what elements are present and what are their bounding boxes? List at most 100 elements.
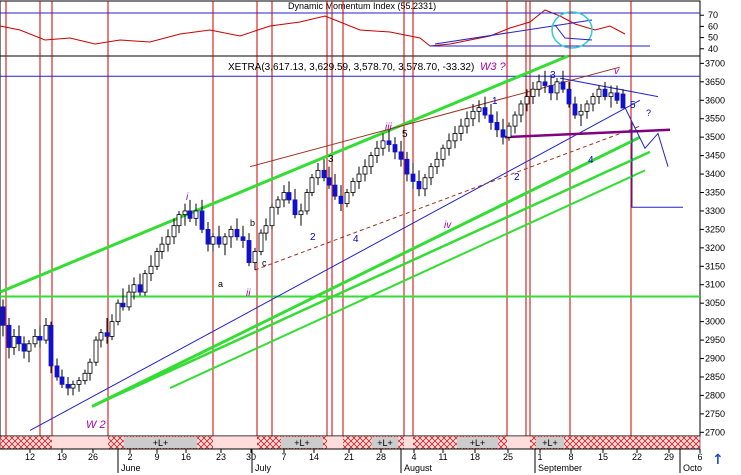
candle-body bbox=[350, 181, 356, 193]
candle-body bbox=[109, 321, 115, 337]
candle-body bbox=[344, 192, 350, 204]
top-trendline bbox=[559, 77, 659, 98]
candle-body bbox=[530, 88, 536, 97]
candle-body bbox=[440, 147, 446, 160]
projection-zigzag bbox=[624, 107, 669, 167]
wave-label: W3 ? bbox=[480, 61, 507, 73]
candle-body bbox=[298, 210, 304, 216]
month-label: July bbox=[255, 463, 272, 473]
candle-body bbox=[506, 125, 512, 138]
candle-body bbox=[422, 177, 428, 190]
candle-body bbox=[404, 158, 410, 175]
candle-body bbox=[428, 166, 434, 179]
x-tick-label: 21 bbox=[344, 452, 354, 462]
candle-body bbox=[115, 302, 121, 323]
band-label: +L+ bbox=[294, 438, 310, 448]
candle-body bbox=[187, 210, 193, 219]
candle-body bbox=[131, 284, 137, 293]
candle-body bbox=[500, 129, 506, 138]
candle-body bbox=[48, 324, 54, 367]
band-hatched bbox=[0, 436, 52, 449]
candle-body bbox=[37, 335, 43, 341]
price-tick-label: 2900 bbox=[705, 354, 725, 364]
candle-body bbox=[210, 236, 216, 245]
candle-body bbox=[304, 192, 310, 212]
price-tick-label: 3300 bbox=[705, 206, 725, 216]
candle-body bbox=[11, 335, 17, 348]
candle-body bbox=[176, 214, 182, 227]
candle-body bbox=[542, 81, 548, 86]
band-label-bg bbox=[456, 437, 499, 448]
channel-lower-2 bbox=[95, 150, 651, 406]
candle-body bbox=[416, 181, 422, 190]
candle-body bbox=[470, 110, 476, 120]
price-tick-label: 3050 bbox=[705, 298, 725, 308]
dashed-support bbox=[254, 125, 641, 271]
wave-label: 4 bbox=[588, 155, 594, 166]
month-label: September bbox=[538, 463, 582, 473]
channel-upper bbox=[0, 54, 569, 294]
candle-body bbox=[148, 265, 154, 275]
candle-body bbox=[142, 273, 148, 293]
candle-body bbox=[494, 122, 500, 131]
wave-label: 5 bbox=[630, 100, 636, 111]
candle-body bbox=[554, 81, 560, 94]
candle-body bbox=[234, 228, 240, 238]
candle-body bbox=[93, 339, 99, 363]
wave-label: 2 bbox=[514, 172, 520, 183]
x-tick-label: 15 bbox=[598, 452, 608, 462]
candle-body bbox=[315, 169, 321, 179]
period-bands: +L+ +L+ +L+ +L+ +L+ bbox=[0, 435, 701, 450]
indicator-tick-label: 60 bbox=[708, 21, 718, 31]
x-tick-label: 26 bbox=[88, 452, 98, 462]
band-label: +L+ bbox=[377, 438, 393, 448]
x-tick-label: 25 bbox=[503, 452, 513, 462]
candle-body bbox=[0, 306, 6, 326]
candle-body bbox=[590, 96, 596, 105]
trend-lines bbox=[0, 54, 683, 431]
candle-body bbox=[488, 114, 494, 123]
candle-body bbox=[362, 166, 368, 175]
candle-body bbox=[281, 192, 287, 201]
band-label-bg bbox=[371, 437, 399, 448]
candle-body bbox=[252, 251, 258, 264]
price-tick-label: 3450 bbox=[705, 151, 725, 161]
month-label: August bbox=[404, 463, 433, 473]
candle-body bbox=[332, 184, 338, 197]
candle-body bbox=[614, 92, 620, 101]
time-axis: 12 19 26 2 9 16 23 30 7 14 21 28 4 11 18 25 1 8 15 22 29 6Jun… bbox=[0, 448, 703, 473]
x-tick-label: 7 bbox=[281, 452, 286, 462]
candle-body bbox=[32, 335, 38, 345]
price-tick-label: 3150 bbox=[705, 261, 725, 271]
candle-body bbox=[536, 81, 542, 90]
candle-body bbox=[216, 236, 222, 245]
indicator-tick-label: 40 bbox=[708, 44, 718, 54]
channel-lower-3 bbox=[169, 169, 646, 389]
candle-body bbox=[76, 380, 82, 385]
candle-body bbox=[258, 232, 264, 252]
band-label: +L+ bbox=[153, 438, 169, 448]
price-tick-label: 3250 bbox=[705, 224, 725, 234]
blue-trendline bbox=[29, 99, 641, 431]
up-arrow-icon[interactable]: ↑ bbox=[712, 452, 724, 468]
candle-body bbox=[380, 140, 386, 149]
candle-body bbox=[269, 206, 275, 227]
x-tick-label: 14 bbox=[309, 452, 319, 462]
price-tick-label: 2750 bbox=[705, 409, 725, 419]
x-tick-label: 2 bbox=[127, 452, 132, 462]
candle-body bbox=[126, 291, 132, 308]
candle-body bbox=[26, 343, 32, 352]
wave-label: W 2 bbox=[86, 419, 106, 431]
price-tick-label: 3550 bbox=[705, 114, 725, 124]
price-tick-label: 3600 bbox=[705, 95, 725, 105]
candle-body bbox=[524, 96, 530, 105]
indicator-arrow bbox=[554, 24, 593, 41]
candle-body bbox=[398, 151, 404, 160]
candle-body bbox=[464, 118, 470, 127]
candle-body bbox=[602, 88, 608, 97]
candle-body bbox=[228, 228, 234, 238]
horizontal-levels bbox=[0, 75, 700, 298]
candle-body bbox=[246, 240, 252, 264]
candle-body bbox=[620, 93, 626, 109]
wave-label: v bbox=[614, 66, 620, 77]
